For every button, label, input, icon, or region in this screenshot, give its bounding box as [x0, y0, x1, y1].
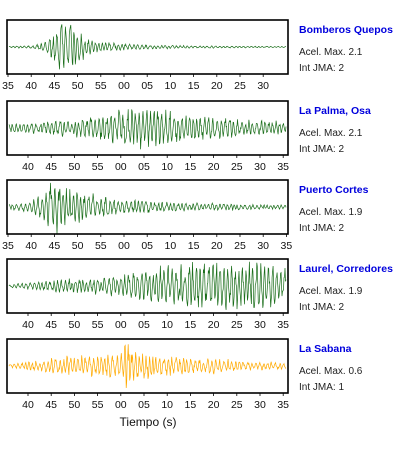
int-jma-label: Int JMA: 2: [299, 63, 344, 74]
x-tick-label: 25: [231, 399, 243, 411]
int-jma-label: Int JMA: 2: [299, 144, 344, 155]
x-tick-label: 10: [161, 399, 173, 411]
acel-max-label: Acel. Max. 1.9: [299, 207, 363, 218]
x-tick-label: 10: [161, 319, 173, 331]
x-tick-label: 45: [49, 80, 61, 92]
x-tick-label: 25: [231, 319, 243, 331]
x-tick-label: 45: [49, 240, 61, 252]
plot-frame: [6, 100, 289, 156]
x-tick-label: 10: [161, 161, 173, 173]
x-tick-label: 50: [69, 399, 81, 411]
waveform-trace: [8, 109, 287, 150]
x-tick-label: 20: [211, 80, 223, 92]
x-tick-label: 20: [208, 399, 220, 411]
x-tick-label: 15: [185, 319, 197, 331]
station-name: La Palma, Osa: [299, 105, 371, 117]
x-tick-label: 35: [277, 399, 289, 411]
waveform-trace: [8, 182, 287, 234]
station-name: Laurel, Corredores: [299, 263, 393, 275]
x-tick-label: 25: [231, 161, 243, 173]
x-tick-label: 10: [165, 80, 177, 92]
x-tick-label: 40: [22, 161, 34, 173]
x-tick-label: 30: [254, 161, 266, 173]
x-tick-label: 05: [138, 399, 150, 411]
x-tick-label: 20: [208, 161, 220, 173]
panel-4: 40 45 50 55 00 05 10 15 20 25 30 35 Laurel, Corredor…: [6, 258, 393, 331]
waveform-trace: [8, 344, 287, 389]
x-tick-label: 00: [115, 319, 127, 331]
x-tick-label: 55: [95, 80, 107, 92]
x-tick-label: 40: [22, 399, 34, 411]
panel-3: 35 40 45 50 55 00 05 10 15 20 25 30 35 Puerto Cortes A…: [2, 179, 369, 252]
x-tick-label: 40: [22, 319, 34, 331]
int-jma-label: Int JMA: 2: [299, 302, 344, 313]
x-tick-label: 15: [185, 399, 197, 411]
x-tick-label: 05: [138, 161, 150, 173]
panel-2: 40 45 50 55 00 05 10 15 20 25 30 35 La Palma, Osa Ace…: [6, 100, 371, 173]
panel-1: 35 40 45 50 55 00 05 10 15 20 25 30 Bomberos Quepos A…: [2, 19, 393, 92]
waveform-trace: [8, 24, 287, 70]
x-tick-label: 15: [188, 80, 200, 92]
x-tick-label: 20: [208, 319, 220, 331]
station-name: Bomberos Quepos: [299, 24, 393, 36]
x-tick-label: 25: [234, 80, 246, 92]
acel-max-label: Acel. Max. 0.6: [299, 366, 363, 377]
x-tick-label: 15: [188, 240, 200, 252]
x-tick-label: 00: [115, 399, 127, 411]
plot-frame: [6, 19, 289, 75]
plot-frame: [6, 258, 289, 314]
x-tick-label: 40: [25, 240, 37, 252]
acel-max-label: Acel. Max. 1.9: [299, 286, 363, 297]
waveform-trace: [8, 261, 287, 310]
x-tick-label: 30: [254, 399, 266, 411]
x-tick-label: 30: [254, 319, 266, 331]
panel-5: 40 45 50 55 00 05 10 15 20 25 30 35 La Sabana Acel. M…: [6, 338, 363, 411]
x-tick-label: 00: [118, 240, 130, 252]
station-name: La Sabana: [299, 343, 352, 355]
x-tick-label: 50: [72, 80, 84, 92]
int-jma-label: Int JMA: 2: [299, 223, 344, 234]
x-tick-label: 35: [281, 240, 293, 252]
x-tick-label: 35: [2, 240, 14, 252]
x-tick-label: 05: [141, 240, 153, 252]
x-tick-label: 00: [115, 161, 127, 173]
x-tick-label: 00: [118, 80, 130, 92]
x-tick-label: 45: [45, 161, 57, 173]
x-tick-label: 40: [25, 80, 37, 92]
x-tick-label: 50: [69, 161, 81, 173]
x-tick-label: 50: [69, 319, 81, 331]
x-tick-label: 45: [45, 319, 57, 331]
x-tick-label: 25: [234, 240, 246, 252]
x-tick-label: 35: [277, 319, 289, 331]
x-tick-label: 50: [72, 240, 84, 252]
x-tick-label: 30: [257, 80, 269, 92]
x-tick-label: 55: [92, 399, 104, 411]
x-tick-label: 45: [45, 399, 57, 411]
x-tick-label: 05: [141, 80, 153, 92]
x-tick-label: 05: [138, 319, 150, 331]
int-jma-label: Int JMA: 1: [299, 382, 344, 393]
x-tick-label: 35: [277, 161, 289, 173]
x-tick-label: 15: [185, 161, 197, 173]
x-tick-label: 55: [92, 161, 104, 173]
x-tick-label: 30: [257, 240, 269, 252]
acel-max-label: Acel. Max. 2.1: [299, 128, 363, 139]
x-tick-label: 20: [211, 240, 223, 252]
x-tick-label: 55: [95, 240, 107, 252]
x-tick-label: 10: [165, 240, 177, 252]
x-tick-label: 55: [92, 319, 104, 331]
plot-frame: [6, 338, 289, 394]
acel-max-label: Acel. Max. 2.1: [299, 47, 363, 58]
x-axis-label: Tiempo (s): [120, 415, 177, 429]
x-tick-label: 35: [2, 80, 14, 92]
station-name: Puerto Cortes: [299, 184, 369, 196]
